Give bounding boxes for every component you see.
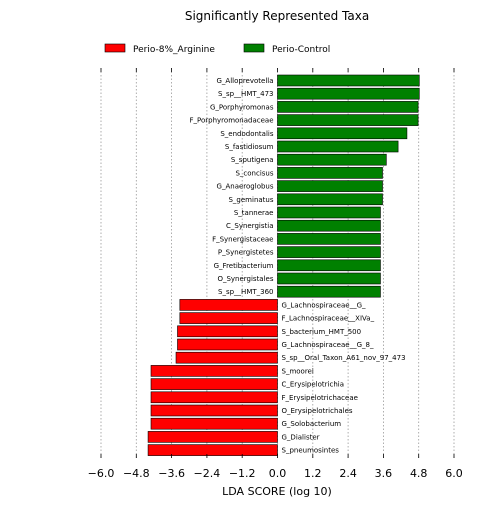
bar-label: S_sp__Oral_Taxon_A61_nov_97_473 bbox=[282, 354, 406, 362]
bar-label: G_Lachnospiraceae__G_ bbox=[282, 301, 366, 309]
bar-label: S_sp__HMT_473 bbox=[218, 90, 273, 98]
bar-label: S_moorei bbox=[282, 367, 314, 375]
bar-label: S_bacterium_HMT_500 bbox=[282, 328, 362, 336]
bar-label: F_Erysipelotrichaceae bbox=[282, 394, 358, 402]
legend-swatch-arginine bbox=[104, 43, 126, 53]
bar bbox=[150, 378, 278, 390]
bar bbox=[277, 87, 420, 100]
bar-label: G_Solobacterium bbox=[282, 420, 342, 428]
bar bbox=[147, 431, 278, 443]
x-tick-label: 6.0 bbox=[445, 467, 463, 480]
bar-label: S_geminatus bbox=[228, 196, 273, 204]
x-tick-label: −4.8 bbox=[123, 467, 150, 480]
bar-label: S_sputigena bbox=[231, 156, 274, 164]
bar bbox=[177, 338, 278, 351]
bar-label: O_Erysipelotrichales bbox=[282, 407, 353, 415]
bar bbox=[277, 140, 399, 153]
bar-label: F_Lachnospiraceae__XIVa_ bbox=[282, 315, 375, 323]
x-tick-label: −6.0 bbox=[88, 467, 115, 480]
bar-labels: G_Alloprevotella S_sp__HMT_473 G_Porphyrom… bbox=[190, 77, 406, 455]
bar bbox=[150, 404, 278, 417]
x-tick-label: 1.2 bbox=[304, 467, 322, 480]
bar-label: S_fastidiosum bbox=[225, 143, 274, 151]
bar-label: G_Dialister bbox=[282, 433, 320, 441]
bar-label: O_Synergistales bbox=[217, 275, 273, 283]
bar bbox=[277, 114, 419, 126]
bar bbox=[277, 259, 381, 272]
bar-label: G_Fretibacterium bbox=[214, 262, 274, 270]
x-tick-label: −2.4 bbox=[194, 467, 221, 480]
bar-label: F_Synergistaceae bbox=[212, 235, 273, 243]
legend-swatch-control bbox=[243, 43, 265, 53]
bar bbox=[277, 74, 420, 87]
chart-title: Significantly Represented Taxa bbox=[185, 9, 369, 23]
bar bbox=[277, 246, 381, 258]
bar bbox=[150, 417, 278, 430]
x-tick-label: 4.8 bbox=[410, 467, 428, 480]
bar-label: G_Lachnospiraceae__G_8_ bbox=[282, 341, 374, 349]
x-axis: −6.0 −4.8 −3.6 −2.4 −1.2 0.0 1.2 2.4 3.6 4.8 6.0 bbox=[88, 68, 463, 480]
bar-label: P_Synergistetes bbox=[218, 249, 274, 257]
x-tick-label: −1.2 bbox=[229, 467, 256, 480]
legend-label-control: Perio-Control bbox=[272, 45, 330, 55]
bar-label: S_pneumosintes bbox=[282, 447, 340, 455]
bar bbox=[277, 219, 381, 232]
x-axis-label: LDA SCORE (log 10) bbox=[222, 485, 332, 498]
bar bbox=[277, 233, 381, 245]
bar bbox=[277, 285, 381, 298]
x-tick-label: 2.4 bbox=[339, 467, 357, 480]
legend: Perio-8%_Arginine Perio-Control bbox=[104, 43, 330, 55]
bar bbox=[147, 444, 278, 456]
bar-label: S_concisus bbox=[235, 169, 273, 177]
bar bbox=[277, 127, 408, 140]
bar-label: S_endodontalis bbox=[220, 130, 273, 138]
bar bbox=[277, 167, 383, 179]
bar-label: G_Porphyromonas bbox=[210, 103, 274, 111]
bar bbox=[277, 101, 419, 113]
bar-label: S_sp__HMT_360 bbox=[218, 288, 273, 296]
bar bbox=[277, 206, 381, 219]
legend-label-arginine: Perio-8%_Arginine bbox=[133, 45, 215, 55]
bar-label: S_tannerae bbox=[234, 209, 274, 217]
x-tick-label: −3.6 bbox=[158, 467, 185, 480]
bar bbox=[179, 299, 278, 311]
bar bbox=[175, 351, 278, 364]
bar-label: G_Anaeroglobus bbox=[217, 183, 274, 191]
bars bbox=[147, 74, 420, 456]
bar bbox=[177, 325, 278, 338]
bar bbox=[277, 153, 387, 166]
bar bbox=[277, 180, 383, 192]
bar-label: C_Erysipelotrichia bbox=[282, 381, 345, 389]
bar bbox=[150, 391, 278, 404]
bar bbox=[150, 365, 278, 377]
bar-label: G_Alloprevotella bbox=[216, 77, 273, 85]
bar-label: C_Synergistia bbox=[226, 222, 274, 230]
x-tick-label: 0.0 bbox=[269, 467, 287, 480]
bar bbox=[277, 193, 383, 206]
bar-label: F_Porphyromonadaceae bbox=[190, 117, 274, 125]
bar bbox=[179, 312, 278, 324]
x-tick-label: 3.6 bbox=[375, 467, 393, 480]
bar bbox=[277, 272, 381, 285]
